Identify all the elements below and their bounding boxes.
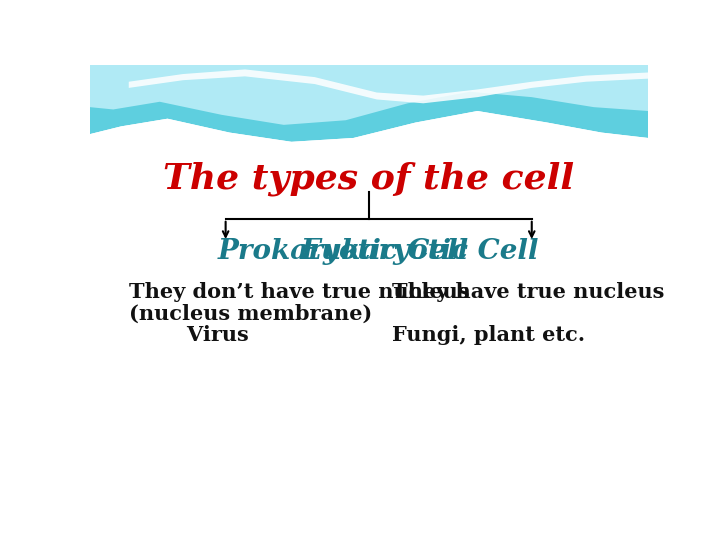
Text: Prokaryotic Cell: Prokaryotic Cell [218,238,469,265]
Polygon shape [129,70,648,103]
Text: (nucleus membrane): (nucleus membrane) [129,303,372,323]
Text: They have true nucleus: They have true nucleus [392,282,665,302]
Text: They don’t have true nucleus: They don’t have true nucleus [129,282,469,302]
Text: The types of the cell: The types of the cell [163,161,575,196]
Text: Eukaryotic Cell: Eukaryotic Cell [301,238,539,265]
Text: Virus: Virus [129,325,248,345]
Polygon shape [90,65,648,125]
Polygon shape [90,65,648,142]
Polygon shape [90,111,648,481]
Text: Fungi, plant etc.: Fungi, plant etc. [392,325,585,345]
